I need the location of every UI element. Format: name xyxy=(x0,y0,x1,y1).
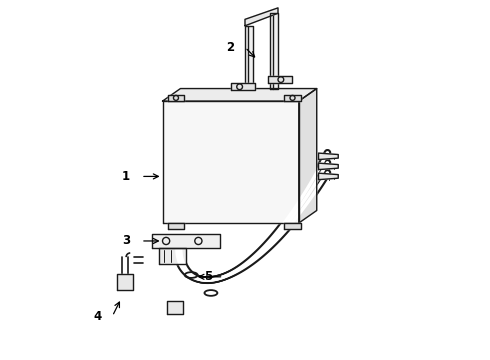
Polygon shape xyxy=(318,153,338,159)
Polygon shape xyxy=(285,223,300,229)
Polygon shape xyxy=(159,248,186,264)
Text: 4: 4 xyxy=(93,310,101,323)
Text: 1: 1 xyxy=(122,170,130,183)
Polygon shape xyxy=(270,13,278,89)
Polygon shape xyxy=(245,8,278,26)
Polygon shape xyxy=(269,76,293,83)
Polygon shape xyxy=(318,173,338,180)
Polygon shape xyxy=(117,274,133,290)
Polygon shape xyxy=(168,223,184,229)
Polygon shape xyxy=(318,163,338,170)
Polygon shape xyxy=(168,95,184,101)
Polygon shape xyxy=(167,301,183,314)
Polygon shape xyxy=(285,95,300,101)
Text: 3: 3 xyxy=(122,234,130,247)
Polygon shape xyxy=(152,234,220,248)
Text: 2: 2 xyxy=(226,41,234,54)
Polygon shape xyxy=(231,83,255,90)
Polygon shape xyxy=(299,89,317,223)
Polygon shape xyxy=(163,101,299,223)
Polygon shape xyxy=(163,89,317,101)
Polygon shape xyxy=(245,26,253,89)
Text: 5: 5 xyxy=(204,270,213,283)
